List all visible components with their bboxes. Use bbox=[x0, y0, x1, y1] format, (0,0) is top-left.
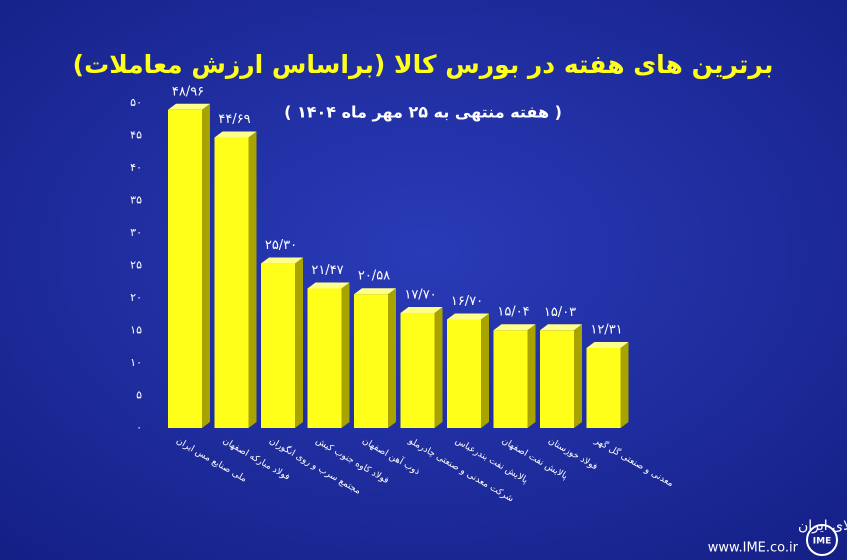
bar bbox=[493, 330, 528, 428]
bar-side bbox=[527, 324, 536, 428]
bar bbox=[214, 137, 249, 428]
value-label: ۴۴/۶۹ bbox=[218, 112, 250, 127]
bar bbox=[168, 109, 202, 428]
bar-side bbox=[481, 313, 489, 428]
bar bbox=[261, 263, 295, 428]
bar-top bbox=[493, 324, 536, 331]
value-label: ۲۵/۳۰ bbox=[265, 238, 297, 253]
y-tick-label: ۲۰ bbox=[130, 291, 142, 304]
chart-subtitle: ( هفته منتهی به ۲۵ مهر ماه ۱۴۰۴ ) bbox=[284, 103, 562, 122]
bar bbox=[354, 294, 388, 428]
bar-side bbox=[574, 324, 582, 428]
chart-title: برترین های هفته در بورس کالا (براساس ارز… bbox=[73, 50, 774, 80]
value-label: ۱۶/۷۰ bbox=[451, 294, 483, 309]
value-label: ۲۱/۴۷ bbox=[311, 263, 343, 278]
bar bbox=[447, 319, 481, 428]
y-tick-label: ۳۰ bbox=[130, 226, 142, 239]
bar-side bbox=[434, 306, 443, 428]
logo-text: IME bbox=[813, 537, 831, 547]
bar bbox=[307, 288, 342, 428]
bar bbox=[540, 330, 574, 428]
bar-side bbox=[202, 103, 210, 428]
value-label: ۱۵/۰۳ bbox=[544, 305, 576, 320]
bar-side bbox=[620, 341, 629, 428]
logo bbox=[806, 524, 838, 556]
y-tick-label: ۱۰ bbox=[130, 356, 142, 369]
bar-side bbox=[341, 282, 350, 428]
bar-top bbox=[400, 306, 443, 313]
y-tick-label: ۴۰ bbox=[130, 161, 142, 174]
bar-top bbox=[307, 282, 350, 289]
bar-side bbox=[388, 288, 396, 428]
y-tick-label: ۵۰ bbox=[130, 96, 142, 109]
bar-top bbox=[447, 313, 489, 320]
y-tick-label: ۱۵ bbox=[130, 324, 142, 337]
bar bbox=[400, 312, 435, 428]
org-name: بورس کالای ایران bbox=[798, 518, 847, 534]
bar-top bbox=[168, 103, 210, 110]
y-tick-label: ۰ bbox=[136, 421, 142, 434]
bar-top bbox=[261, 257, 303, 264]
y-tick-label: ۳۵ bbox=[130, 194, 142, 207]
bar-side bbox=[295, 257, 303, 428]
value-label: ۱۵/۰۴ bbox=[497, 305, 529, 320]
y-tick-label: ۴۵ bbox=[130, 129, 142, 142]
bar-top bbox=[540, 324, 582, 331]
value-label: ۲۰/۵۸ bbox=[358, 269, 390, 284]
value-label: ۱۷/۷۰ bbox=[404, 287, 436, 302]
bar-top bbox=[354, 288, 396, 295]
value-label: ۴۸/۹۶ bbox=[172, 84, 204, 99]
value-label: ۱۲/۳۱ bbox=[590, 322, 622, 337]
bar-top bbox=[586, 341, 629, 348]
org-url: www.IME.co.ir bbox=[708, 541, 799, 556]
y-tick-label: ۵ bbox=[136, 389, 142, 402]
bar bbox=[586, 347, 621, 428]
bar-side bbox=[248, 131, 257, 428]
y-tick-label: ۲۵ bbox=[130, 259, 142, 272]
bar-top bbox=[214, 131, 257, 138]
